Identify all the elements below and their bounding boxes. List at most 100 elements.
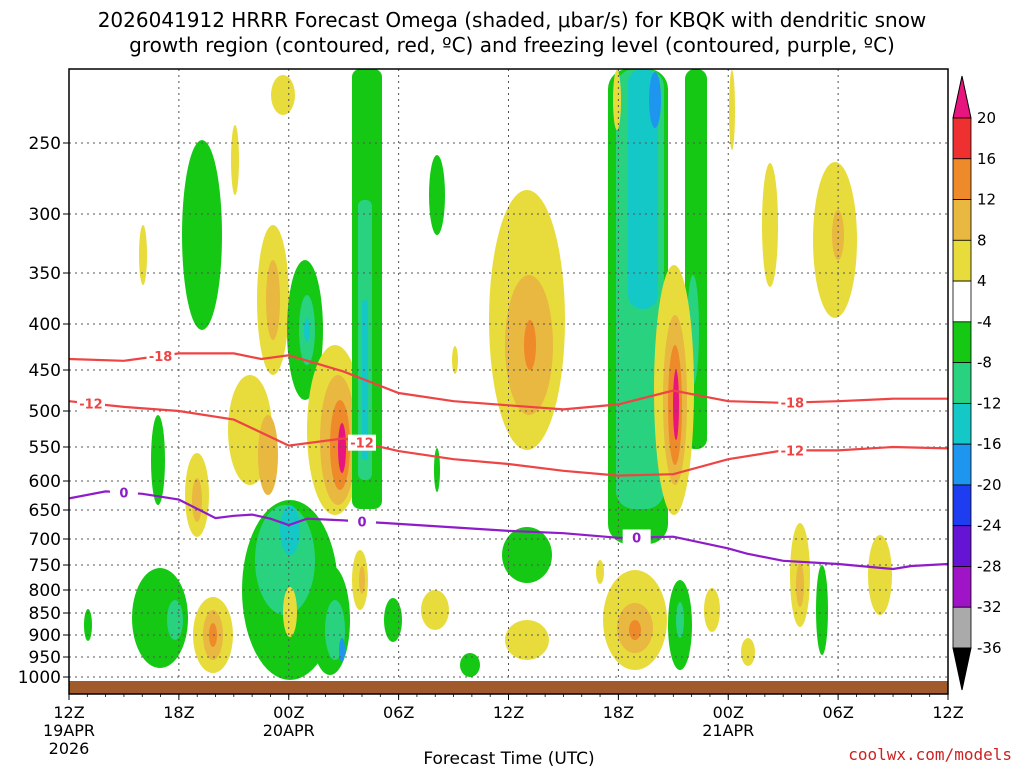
colorbar-level-label: -24 bbox=[977, 517, 1002, 535]
colorbar-level-label: 8 bbox=[977, 231, 987, 249]
omega-blob bbox=[704, 588, 720, 632]
omega-blob bbox=[182, 140, 222, 330]
y-tick-label: 600 bbox=[29, 472, 61, 492]
y-tick-label: 950 bbox=[29, 648, 61, 668]
ground-surface bbox=[69, 681, 948, 694]
colorbar-bottom-arrow bbox=[952, 647, 972, 691]
omega-blob bbox=[502, 527, 552, 583]
y-axis: 2503003504004505005506006507007508008509… bbox=[18, 134, 69, 688]
omega-blob bbox=[231, 125, 239, 195]
omega-blob bbox=[84, 609, 92, 641]
omega-blob bbox=[434, 448, 440, 492]
contour-label-dgz-minus12: -12 bbox=[79, 397, 103, 412]
credit-text: coolwx.com/models bbox=[848, 745, 1012, 764]
y-tick-label: 650 bbox=[29, 501, 61, 521]
colorbar-band bbox=[952, 239, 972, 282]
contour-label-freezing-level-0: 0 bbox=[632, 531, 641, 546]
contours: -18 -18 -12 -12 -12 0 0 0 bbox=[69, 347, 948, 571]
omega-blob bbox=[429, 155, 445, 235]
y-tick-label: 700 bbox=[29, 530, 61, 550]
omega-blob bbox=[139, 225, 147, 285]
y-tick-label: 450 bbox=[29, 361, 61, 381]
colorbar-level-label: -8 bbox=[977, 354, 992, 372]
omega-blob bbox=[613, 70, 621, 130]
omega-blob bbox=[629, 620, 641, 640]
omega-blob bbox=[132, 568, 188, 668]
contour-label-bg bbox=[109, 484, 138, 501]
y-tick-label: 850 bbox=[29, 604, 61, 624]
y-tick-label: 900 bbox=[29, 626, 61, 646]
contour-label-dgz-minus12: -12 bbox=[350, 437, 374, 452]
colorbar-level-label: 12 bbox=[977, 191, 996, 209]
contour-label-bg bbox=[76, 395, 105, 412]
contour-label-bg bbox=[348, 434, 376, 451]
colorbar-level-label: -32 bbox=[977, 598, 1002, 616]
colorbar-level-label: -28 bbox=[977, 557, 1002, 575]
omega-blob bbox=[524, 320, 536, 370]
omega-blob bbox=[271, 75, 295, 115]
colorbar-band bbox=[952, 158, 972, 200]
x-tick-label: 06Z bbox=[383, 703, 414, 722]
omega-blob bbox=[359, 566, 365, 594]
x-tick-label: 12Z bbox=[493, 703, 524, 722]
colorbar-level-label: -16 bbox=[977, 435, 1002, 453]
contour-label-dgz-minus18: -18 bbox=[781, 397, 805, 412]
omega-blob bbox=[832, 210, 844, 260]
omega-blob bbox=[192, 478, 202, 522]
x-tick-label: 06Z bbox=[822, 703, 853, 722]
contour-label-freezing-level-0: 0 bbox=[119, 487, 128, 502]
omega-blob bbox=[460, 653, 480, 677]
contour-line-freezing-level-0 bbox=[69, 490, 948, 571]
colorbar-band bbox=[952, 321, 972, 364]
omega-blob bbox=[762, 163, 778, 287]
omega-blob bbox=[384, 598, 402, 642]
omega-blob bbox=[673, 370, 679, 440]
x-tick-year: 2026 bbox=[49, 739, 90, 758]
colorbar-level-label: 20 bbox=[977, 109, 996, 127]
x-tick-label: 18Z bbox=[163, 703, 194, 722]
y-tick-label: 400 bbox=[29, 315, 61, 335]
colorbar-band bbox=[952, 525, 972, 567]
colorbar: 20 16 12 8 4 -4 -8 -12 -16 -20 -24 -28 -32 -36 bbox=[952, 75, 1002, 691]
omega-column bbox=[628, 69, 658, 309]
x-axis-label: Forecast Time (UTC) bbox=[423, 749, 594, 768]
y-tick-label: 300 bbox=[29, 205, 61, 225]
omega-blob bbox=[676, 602, 684, 638]
omega-blob bbox=[258, 415, 278, 495]
y-tick-label: 1000 bbox=[18, 668, 61, 688]
omega-blob bbox=[339, 638, 345, 662]
colorbar-band bbox=[952, 484, 972, 527]
contour-label-bg bbox=[778, 394, 807, 411]
contour-label-bg bbox=[778, 442, 807, 459]
contour-label-freezing-level-0: 0 bbox=[357, 516, 366, 531]
gridlines bbox=[69, 69, 948, 694]
colorbar-band bbox=[952, 566, 972, 608]
x-tick-label: 12Z bbox=[932, 703, 963, 722]
omega-blob bbox=[151, 415, 165, 505]
y-tick-label: 500 bbox=[29, 402, 61, 422]
colorbar-band bbox=[952, 280, 972, 323]
plot-area: -18 -18 -12 -12 -12 0 0 0 bbox=[68, 68, 949, 695]
colorbar-level-label: -12 bbox=[977, 394, 1002, 412]
omega-blob bbox=[452, 346, 458, 374]
contour-label-bg bbox=[146, 347, 175, 364]
contour-label-dgz-minus12: -12 bbox=[781, 444, 805, 459]
omega-blob bbox=[505, 620, 549, 660]
x-tick-label: 18Z bbox=[603, 703, 634, 722]
colorbar-band bbox=[952, 606, 972, 649]
omega-blob bbox=[796, 563, 804, 607]
omega-blob bbox=[649, 72, 661, 128]
y-tick-label: 750 bbox=[29, 556, 61, 576]
omega-blob bbox=[255, 505, 315, 615]
colorbar-band bbox=[952, 402, 972, 445]
omega-blob bbox=[167, 600, 183, 640]
omega-blob bbox=[729, 70, 735, 150]
contour-label-bg bbox=[622, 529, 651, 546]
omega-blob bbox=[304, 318, 310, 342]
y-tick-label: 350 bbox=[29, 264, 61, 284]
colorbar-band bbox=[952, 362, 972, 404]
colorbar-band bbox=[952, 117, 972, 160]
x-tick-date: 20APR bbox=[263, 721, 315, 740]
colorbar-level-label: -4 bbox=[977, 313, 992, 331]
